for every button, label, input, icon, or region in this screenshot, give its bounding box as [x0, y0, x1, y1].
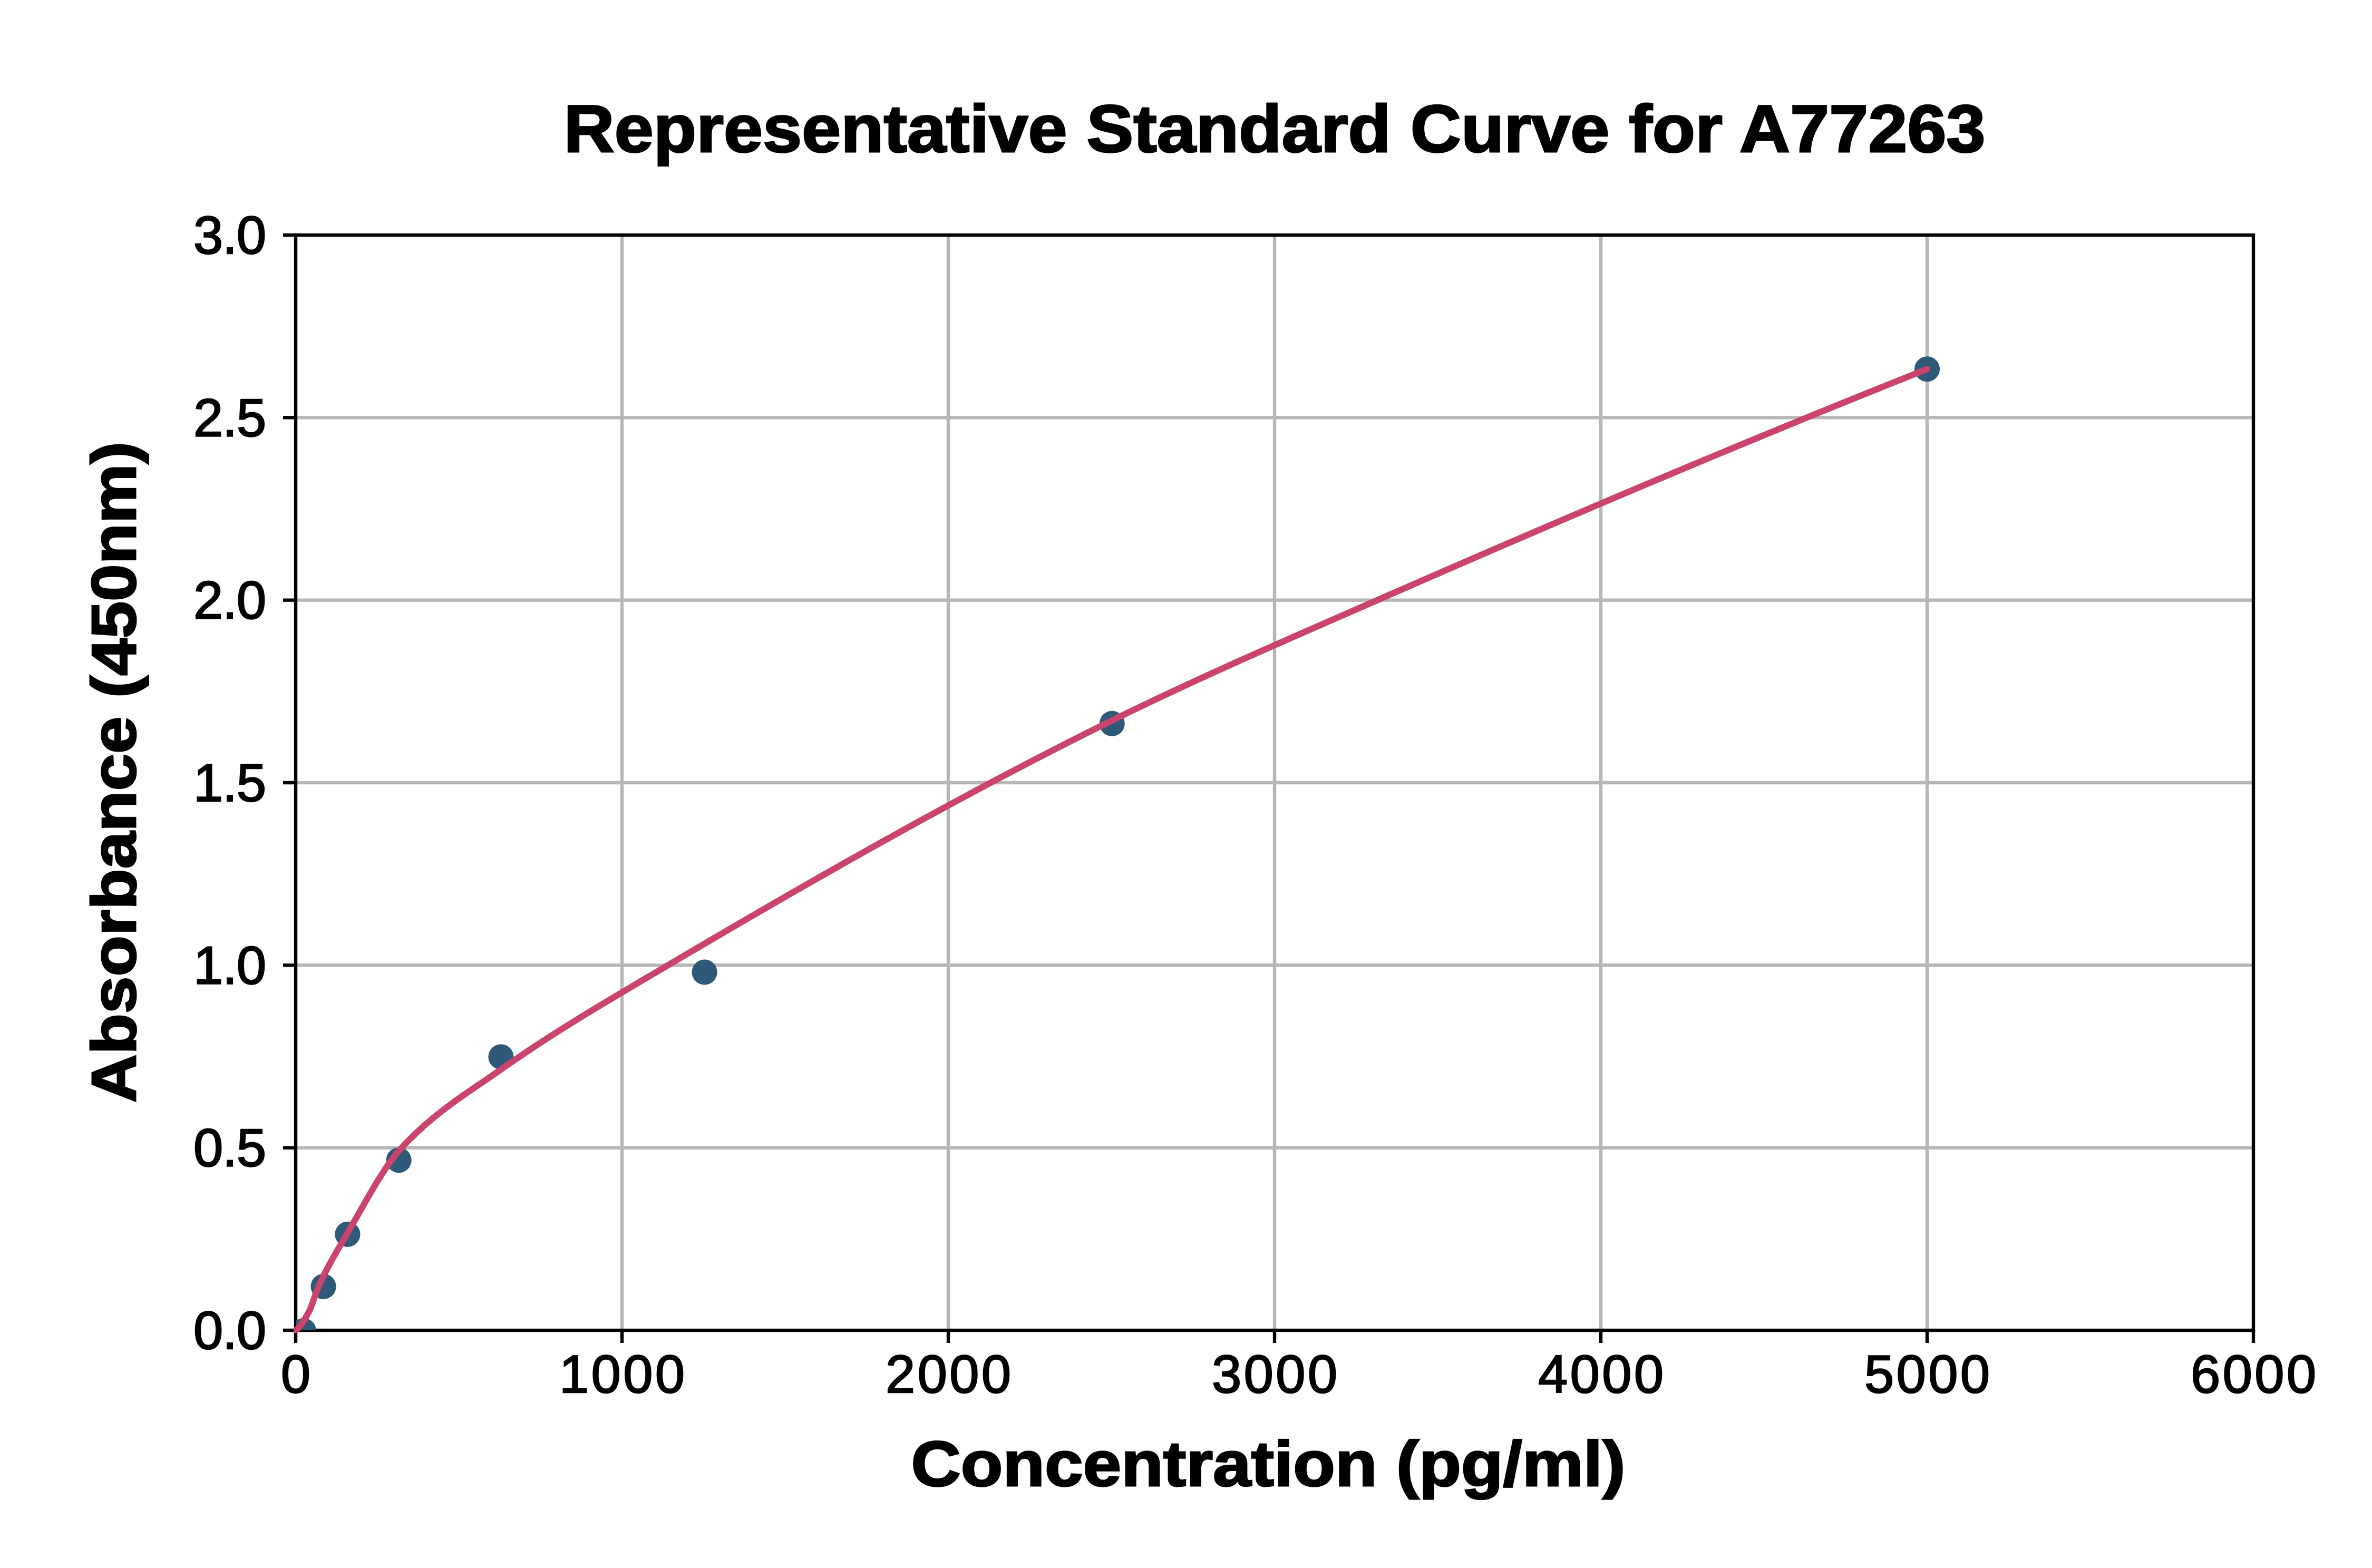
svg-text:1.0: 1.0	[193, 936, 266, 995]
svg-text:Concentration (pg/ml): Concentration (pg/ml)	[911, 1428, 1626, 1499]
svg-text:0.0: 0.0	[193, 1301, 266, 1360]
svg-text:Representative Standard Curve: Representative Standard Curve for A77263	[564, 91, 1986, 166]
svg-text:2.0: 2.0	[193, 571, 266, 630]
svg-text:0: 0	[281, 1345, 310, 1404]
svg-text:1.5: 1.5	[193, 754, 266, 813]
svg-text:2.5: 2.5	[193, 388, 266, 447]
svg-text:0.5: 0.5	[193, 1119, 266, 1178]
svg-text:3.0: 3.0	[193, 206, 266, 265]
svg-text:Absorbance (450nm): Absorbance (450nm)	[79, 442, 149, 1103]
